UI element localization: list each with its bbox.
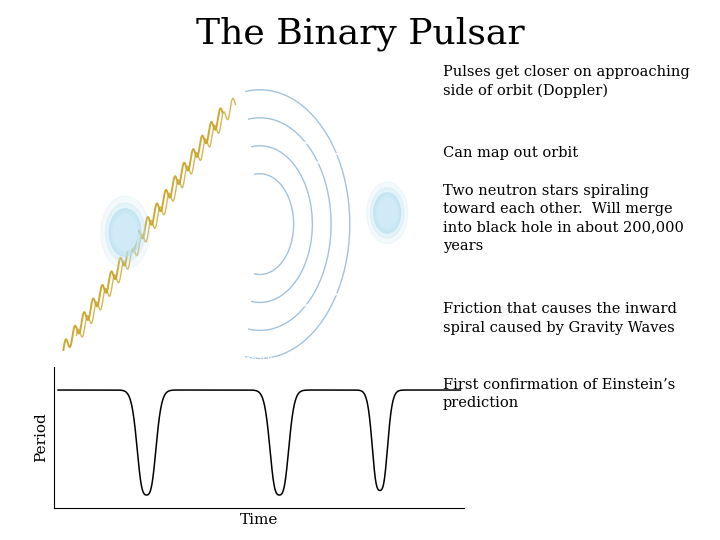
Text: Gravitational waves: Gravitational waves <box>206 355 295 364</box>
Text: First confirmation of Einstein’s
prediction: First confirmation of Einstein’s predict… <box>443 378 675 410</box>
Text: Two neutron stars spiraling
toward each other.  Will merge
into black hole in ab: Two neutron stars spiraling toward each … <box>443 184 684 253</box>
X-axis label: Time: Time <box>240 513 279 527</box>
Circle shape <box>377 198 397 228</box>
Text: Pulses get closer on approaching
side of orbit (Doppler): Pulses get closer on approaching side of… <box>443 65 690 98</box>
Circle shape <box>109 209 141 256</box>
Circle shape <box>105 203 145 262</box>
Text: Can map out orbit: Can map out orbit <box>443 146 578 160</box>
Circle shape <box>101 196 150 269</box>
Text: Friction that causes the inward
spiral caused by Gravity Waves: Friction that causes the inward spiral c… <box>443 302 677 335</box>
Y-axis label: Period: Period <box>35 413 48 462</box>
Circle shape <box>113 214 138 251</box>
Text: The Binary Pulsar: The Binary Pulsar <box>196 16 524 51</box>
Circle shape <box>374 193 401 233</box>
Circle shape <box>370 188 404 238</box>
Circle shape <box>366 182 408 244</box>
